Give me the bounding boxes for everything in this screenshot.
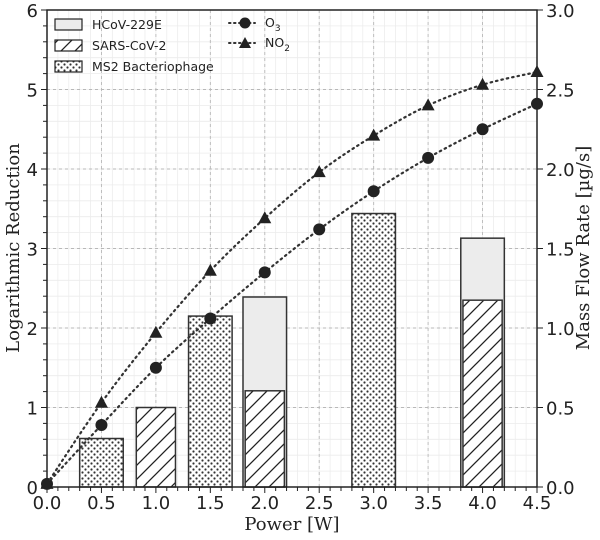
marker-o3 [422,151,435,164]
y2-axis-title: Mass Flow Rate [µg/s] [573,146,594,350]
legend-label-sars: SARS-CoV-2 [92,38,167,53]
marker-o3 [258,266,271,279]
bar-ms2-bacteriophage [351,212,397,488]
x-tick-label: 0.0 [33,493,62,514]
x-tick-label: 4.0 [468,493,497,514]
legend-label-no2: NO2 [265,35,290,54]
marker-o3 [204,312,217,325]
bars [78,212,506,488]
legend-bars: HCoV-229E SARS-CoV-2 MS2 Bacteriophage [54,17,214,74]
x-tick-label: 3.0 [359,493,388,514]
bar-sars-cov-2 [462,299,503,488]
x-tick-label: 4.5 [523,493,552,514]
marker-no2 [149,325,163,338]
y-tick-label: 4 [27,160,38,181]
marker-no2 [312,165,326,178]
marker-o3 [313,223,326,236]
x-tick-label: 1.5 [196,493,225,514]
y2-tick-label: 0.5 [546,399,575,420]
marker-o3 [367,185,380,198]
marker-no2 [367,128,381,141]
bar-ms2-bacteriophage [78,437,124,488]
bar-sars-cov-2 [244,390,286,488]
x-tick-label: 2.5 [305,493,334,514]
marker-no2 [94,395,108,408]
legend-no2-main: NO [265,35,284,50]
y2-tick-label: 1.0 [546,319,575,340]
y2-tick-label: 1.5 [546,240,575,261]
legend-o3-main: O [265,15,275,30]
bar-sars-cov-2 [135,406,177,488]
marker-no2 [476,77,490,90]
x-tick-label: 0.5 [87,493,116,514]
marker-no2 [421,98,435,111]
marker-o3 [95,418,108,431]
x-tick-label: 2.0 [250,493,279,514]
y-tick-label: 0 [27,478,38,499]
legend-label-hcov: HCoV-229E [92,17,162,32]
x-tick-label: 1.0 [142,493,171,514]
legend-lines: O3 NO2 [228,15,290,54]
y-tick-label: 1 [27,399,38,420]
line-no2 [45,70,539,485]
marker-o3 [149,361,162,374]
line-o3 [45,102,539,485]
y2-tick-label: 3.0 [546,1,575,22]
x-axis-title: Power [W] [244,514,339,535]
y-tick-label: 2 [27,319,38,340]
x-tick-label: 3.5 [414,493,443,514]
y2-tick-label: 0.0 [546,478,575,499]
y-tick-label: 6 [27,1,38,22]
legend-no2-sub: 2 [284,44,290,54]
legend-marker-o3 [239,17,251,29]
marker-no2 [203,263,217,276]
marker-no2 [258,211,272,224]
y-tick-label: 3 [27,240,38,261]
legend-swatch-ms2 [54,60,83,73]
legend-swatch-hcov [54,18,83,31]
legend-marker-no2 [239,37,251,48]
y2-tick-label: 2.5 [546,81,575,102]
legend-label-o3: O3 [265,15,281,34]
lines [40,65,544,490]
legend-o3-sub: 3 [275,24,281,34]
legend-swatch-sars [54,39,83,52]
bar-ms2-bacteriophage [187,315,233,488]
ticks: 0.0 0.5 1.0 1.5 2.0 2.5 3.0 3.5 4.0 4.501234560.0… [27,1,575,514]
y-tick-label: 5 [27,81,38,102]
y-axis-title: Logarithmic Reduction [3,143,24,353]
y2-tick-label: 2.0 [546,160,575,181]
marker-o3 [476,123,489,136]
legend-label-ms2: MS2 Bacteriophage [92,59,214,74]
